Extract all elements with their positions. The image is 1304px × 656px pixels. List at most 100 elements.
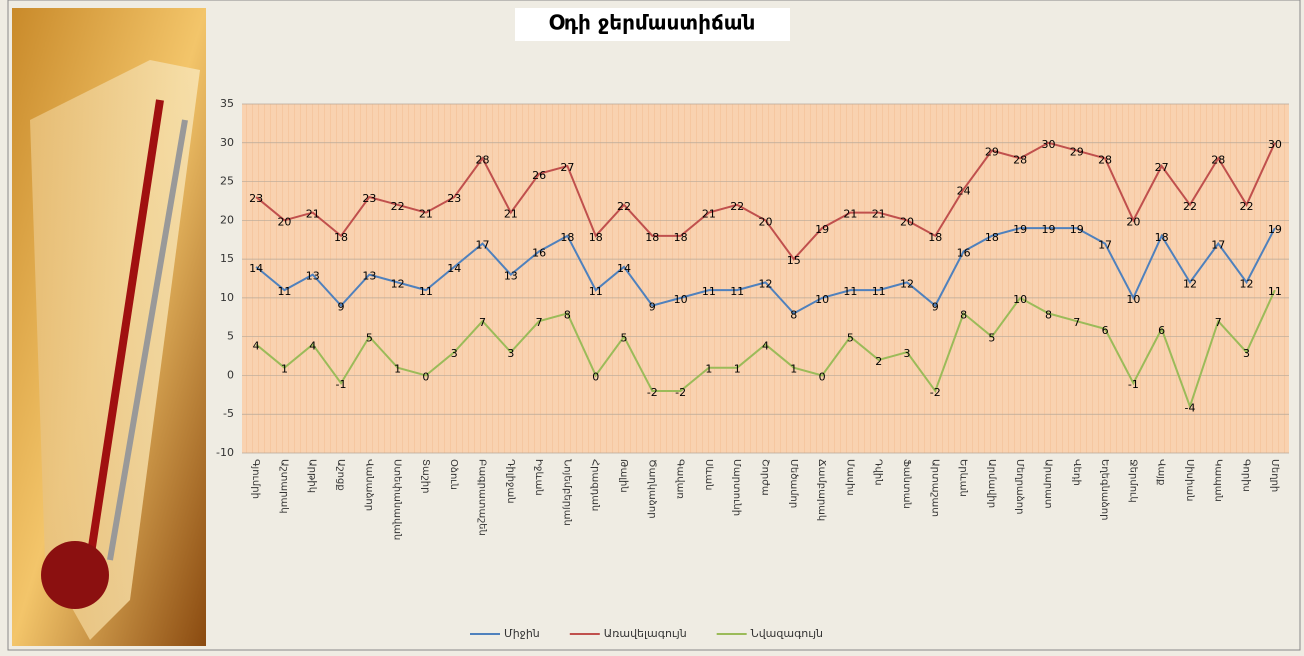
data-label: 1 (281, 363, 288, 376)
x-tick-label: Գորիս (1241, 459, 1252, 492)
x-tick-label: Բագրատաշեն (477, 459, 488, 536)
data-label: 16 (532, 246, 546, 259)
data-label: 0 (422, 370, 429, 383)
chart: Օդի ջերմաստիճան -10-505101520253035Գյում… (0, 0, 1304, 656)
data-label: 9 (338, 301, 345, 314)
data-label: 22 (1183, 200, 1197, 213)
x-tick-label: Արմավիր (986, 459, 997, 508)
x-tick-label: Սևան (703, 459, 714, 491)
data-label: 19 (815, 223, 829, 236)
data-label: 6 (1158, 324, 1165, 337)
y-tick-label: 15 (220, 252, 234, 265)
data-label: 11 (589, 285, 603, 298)
data-label: 21 (504, 208, 518, 221)
legend-label: Նվազագույն (751, 627, 823, 640)
data-label: 5 (988, 332, 995, 345)
x-tick-label: Կապան (1212, 459, 1223, 502)
x-tick-label: Արթիկ (307, 459, 318, 493)
data-label: 18 (589, 231, 603, 244)
y-tick-label: 0 (227, 368, 234, 381)
data-label: 17 (1098, 239, 1112, 252)
data-label: 20 (1126, 215, 1140, 228)
data-label: 27 (1155, 161, 1169, 174)
y-tick-label: 10 (220, 291, 234, 304)
data-label: 18 (1155, 231, 1169, 244)
data-label: 10 (674, 293, 688, 306)
x-tick-label: Մեղրի (1269, 459, 1280, 492)
data-label: 22 (617, 200, 631, 213)
data-label: 12 (391, 277, 405, 290)
data-label: 5 (621, 332, 628, 345)
x-tick-label: Ֆանտան (901, 459, 912, 509)
data-label: 20 (759, 215, 773, 228)
data-label: 18 (674, 231, 688, 244)
x-tick-label: Ստեփանավան (392, 459, 403, 540)
data-label: 11 (872, 285, 886, 298)
data-label: 18 (645, 231, 659, 244)
data-label: 20 (900, 215, 914, 228)
x-tick-label: Մեծամոր (788, 459, 799, 508)
data-label: 22 (391, 200, 405, 213)
data-label: 22 (730, 200, 744, 213)
legend-label: Միջին (504, 627, 540, 640)
data-label: 14 (249, 262, 263, 275)
data-label: 11 (702, 285, 716, 298)
x-tick-label: Գավառ (675, 459, 686, 499)
data-label: 11 (1268, 285, 1282, 298)
legend-label: Առավելագույն (604, 627, 687, 640)
data-label: 4 (253, 339, 260, 352)
data-label: 18 (928, 231, 942, 244)
data-label: 13 (306, 270, 320, 283)
data-label: 17 (476, 239, 490, 252)
data-label: 29 (1070, 146, 1084, 159)
x-tick-label: Մասիս (844, 459, 855, 496)
y-tick-label: -5 (223, 407, 234, 420)
data-label: 19 (1013, 223, 1027, 236)
data-label: 12 (759, 277, 773, 290)
x-tick-label: Դիլիջան (505, 459, 516, 504)
data-label: 23 (249, 192, 263, 205)
x-tick-label: Դվին (873, 459, 884, 486)
data-label: 7 (1215, 316, 1222, 329)
data-label: 5 (847, 332, 854, 345)
data-label: 18 (560, 231, 574, 244)
data-label: 16 (957, 246, 971, 259)
data-label: 8 (960, 308, 967, 321)
data-label: 5 (366, 332, 373, 345)
data-label: 14 (617, 262, 631, 275)
x-tick-label: Սիսիան (1184, 459, 1195, 501)
data-label: 1 (790, 363, 797, 376)
data-label: 21 (306, 208, 320, 221)
x-tick-label: Մեղրաձոր (1014, 459, 1025, 514)
data-label: -1 (1128, 378, 1139, 391)
data-label: 3 (1243, 347, 1250, 360)
y-tick-label: 25 (220, 175, 234, 188)
data-label: 15 (787, 254, 801, 267)
data-label: 12 (900, 277, 914, 290)
data-label: 1 (705, 363, 712, 376)
data-label: 10 (1126, 293, 1140, 306)
data-label: 22 (1240, 200, 1254, 213)
data-label: 30 (1041, 138, 1055, 151)
x-tick-label: Գյումրի (250, 459, 261, 499)
data-label: 20 (277, 215, 291, 228)
data-label: 6 (1102, 324, 1109, 337)
data-label: 12 (1183, 277, 1197, 290)
data-label: 7 (1073, 316, 1080, 329)
data-label: 23 (447, 192, 461, 205)
data-label: 4 (309, 339, 316, 352)
data-label: 11 (730, 285, 744, 298)
data-label: 8 (1045, 308, 1052, 321)
data-label: 3 (903, 347, 910, 360)
data-label: 7 (479, 316, 486, 329)
thermometer-image (12, 8, 206, 646)
x-tick-label: Օձուն (448, 459, 459, 490)
data-label: 9 (932, 301, 939, 314)
x-tick-label: Շորժա (760, 459, 771, 496)
data-label: 28 (476, 153, 490, 166)
x-tick-label: Վեդի (1071, 459, 1082, 486)
data-label: 18 (334, 231, 348, 244)
data-label: 24 (957, 184, 971, 197)
data-label: 26 (532, 169, 546, 182)
data-label: 3 (451, 347, 458, 360)
